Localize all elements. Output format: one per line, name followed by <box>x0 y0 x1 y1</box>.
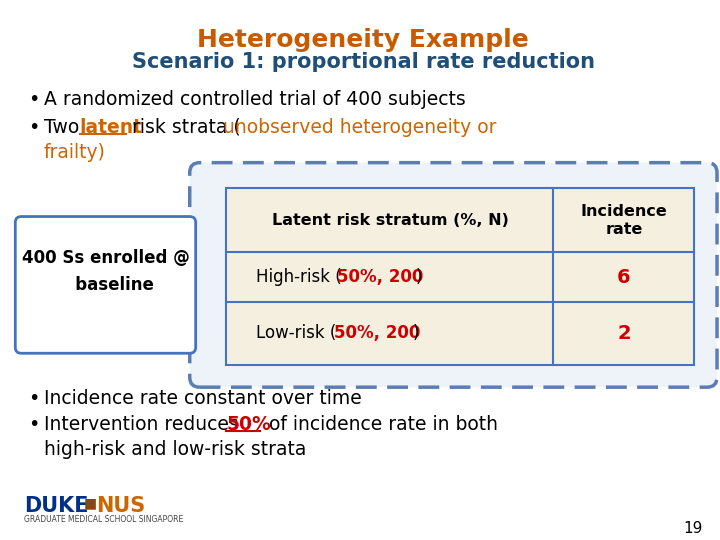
FancyBboxPatch shape <box>226 187 694 365</box>
Text: 50%, 200: 50%, 200 <box>335 325 420 342</box>
Text: ■: ■ <box>84 496 96 510</box>
Text: latent: latent <box>80 118 143 137</box>
Text: 19: 19 <box>684 521 703 536</box>
Text: 2: 2 <box>617 324 631 343</box>
FancyBboxPatch shape <box>15 217 196 353</box>
Text: Low-risk (: Low-risk ( <box>256 325 336 342</box>
FancyBboxPatch shape <box>190 163 717 387</box>
Text: ): ) <box>413 325 419 342</box>
Text: ): ) <box>415 268 422 286</box>
Text: A randomized controlled trial of 400 subjects: A randomized controlled trial of 400 sub… <box>44 90 466 109</box>
Text: frailty): frailty) <box>44 143 106 161</box>
Text: Two: Two <box>44 118 85 137</box>
Text: •: • <box>28 389 40 408</box>
Text: Scenario 1: proportional rate reduction: Scenario 1: proportional rate reduction <box>132 52 595 72</box>
Text: •: • <box>28 90 40 109</box>
Text: 50%: 50% <box>226 415 271 434</box>
Text: Incidence
rate: Incidence rate <box>580 204 667 238</box>
Text: Intervention reduces: Intervention reduces <box>44 415 245 434</box>
Text: DUKE: DUKE <box>24 496 89 516</box>
Text: •: • <box>28 118 40 137</box>
Text: 50%, 200: 50%, 200 <box>338 268 424 286</box>
Text: of incidence rate in both: of incidence rate in both <box>263 415 498 434</box>
Text: High-risk (: High-risk ( <box>256 268 342 286</box>
Text: high-risk and low-risk strata: high-risk and low-risk strata <box>44 440 307 459</box>
Text: NUS: NUS <box>96 496 146 516</box>
Text: 400 Ss enrolled @
   baseline: 400 Ss enrolled @ baseline <box>22 249 189 294</box>
Text: risk strata (: risk strata ( <box>126 118 241 137</box>
Text: Latent risk stratum (%, N): Latent risk stratum (%, N) <box>271 213 508 228</box>
Text: Heterogeneity Example: Heterogeneity Example <box>197 28 529 52</box>
Text: GRADUATE MEDICAL SCHOOL SINGAPORE: GRADUATE MEDICAL SCHOOL SINGAPORE <box>24 515 184 524</box>
Text: Incidence rate constant over time: Incidence rate constant over time <box>44 389 361 408</box>
Text: 6: 6 <box>617 268 631 287</box>
Text: •: • <box>28 415 40 434</box>
Text: unobserved heterogeneity or: unobserved heterogeneity or <box>223 118 497 137</box>
